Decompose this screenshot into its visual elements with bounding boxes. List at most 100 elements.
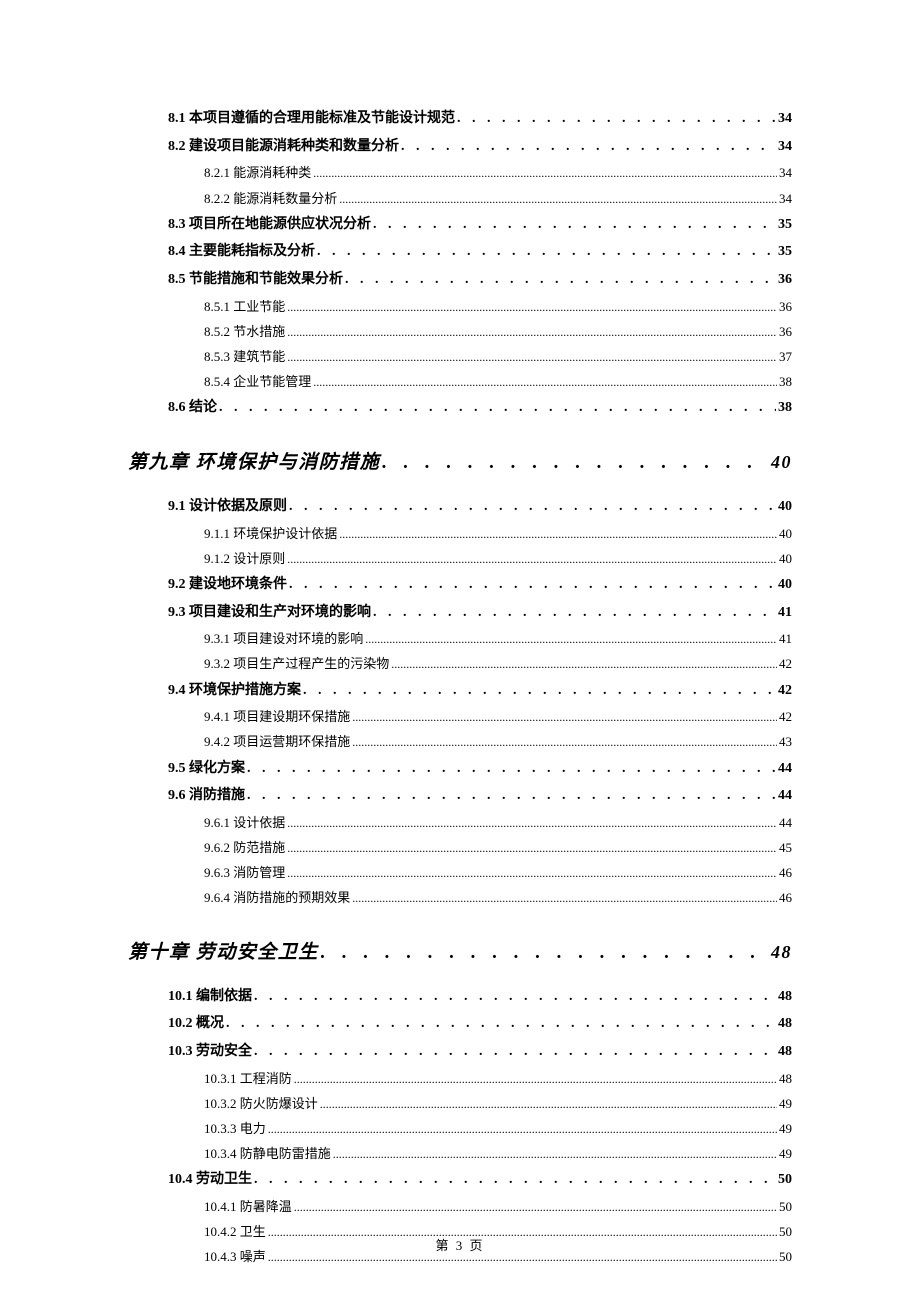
- toc-page-number: 48: [778, 1013, 792, 1035]
- toc-label: 9.2 建设地环境条件: [168, 574, 287, 596]
- toc-leader-dots: ........................................…: [333, 1145, 777, 1164]
- toc-leader-dots: ........................................…: [294, 1070, 777, 1089]
- toc-entry-section: 10.1 编制依据. . . . . . . . . . . . . . . .…: [168, 986, 792, 1008]
- toc-page-number: 50: [778, 1169, 792, 1191]
- toc-entry-chapter: 第十章 劳动安全卫生. . . . . . . . . . . . . . . …: [128, 937, 792, 964]
- toc-leader-dots: ........................................…: [339, 190, 777, 209]
- toc-entry-chapter: 第九章 环境保护与消防措施. . . . . . . . . . . . . .…: [128, 447, 792, 474]
- toc-entry-subsection: 9.4.1 项目建设期环保措施.........................…: [204, 707, 792, 727]
- toc-entry-section: 9.6 消防措施. . . . . . . . . . . . . . . . …: [168, 785, 792, 807]
- toc-page-number: 40: [771, 452, 792, 473]
- toc-label: 8.5.1 工业节能: [204, 297, 285, 317]
- toc-entry-subsection: 8.2.2 能源消耗数量分析..........................…: [204, 189, 792, 209]
- toc-entry-subsection: 9.6.4 消防措施的预期效果.........................…: [204, 888, 792, 908]
- toc-entry-section: 10.4 劳动卫生. . . . . . . . . . . . . . . .…: [168, 1169, 792, 1191]
- toc-label: 8.5 节能措施和节能效果分析: [168, 269, 343, 291]
- toc-page-number: 46: [779, 863, 792, 883]
- toc-entry-section: 9.5 绿化方案. . . . . . . . . . . . . . . . …: [168, 758, 792, 780]
- toc-page-number: 48: [778, 986, 792, 1008]
- toc-page-number: 40: [778, 574, 792, 596]
- toc-leader-dots: ........................................…: [287, 323, 777, 342]
- toc-entry-subsection: 9.1.1 环境保护设计依据..........................…: [204, 524, 792, 544]
- toc-page-number: 49: [779, 1119, 792, 1139]
- toc-leader-dots: ........................................…: [352, 708, 777, 727]
- toc-entry-section: 9.3 项目建设和生产对环境的影响. . . . . . . . . . . .…: [168, 602, 792, 624]
- toc-leader-dots: ........................................…: [287, 814, 777, 833]
- toc-entry-section: 8.2 建设项目能源消耗种类和数量分析. . . . . . . . . . .…: [168, 136, 792, 158]
- toc-page-number: 48: [779, 1069, 792, 1089]
- toc-entry-section: 9.2 建设地环境条件. . . . . . . . . . . . . . .…: [168, 574, 792, 596]
- toc-label: 9.6.2 防范措施: [204, 838, 285, 858]
- toc-leader-dots: . . . . . . . . . . . . . . . . . . . . …: [401, 136, 776, 158]
- toc-entry-subsection: 9.6.1 设计依据..............................…: [204, 813, 792, 833]
- toc-leader-dots: . . . . . . . . . . . . . . . . . . . . …: [254, 986, 776, 1008]
- toc-page-number: 48: [771, 942, 792, 963]
- toc-leader-dots: . . . . . . . . . . . . . . . . . . . . …: [382, 452, 769, 474]
- toc-label: 8.3 项目所在地能源供应状况分析: [168, 214, 371, 236]
- toc-entry-section: 8.5 节能措施和节能效果分析. . . . . . . . . . . . .…: [168, 269, 792, 291]
- toc-leader-dots: ........................................…: [339, 525, 777, 544]
- toc-leader-dots: ........................................…: [287, 839, 777, 858]
- toc-leader-dots: ........................................…: [268, 1120, 777, 1139]
- toc-page-number: 44: [779, 813, 792, 833]
- toc-label: 8.5.2 节水措施: [204, 322, 285, 342]
- toc-page-number: 37: [779, 347, 792, 367]
- toc-leader-dots: ........................................…: [287, 298, 777, 317]
- toc-leader-dots: . . . . . . . . . . . . . . . . . . . . …: [254, 1169, 776, 1191]
- page-footer: 第 3 页: [0, 1235, 920, 1254]
- toc-entry-subsection: 8.2.1 能源消耗种类............................…: [204, 163, 792, 183]
- toc-label: 10.4.1 防暑降温: [204, 1197, 292, 1217]
- toc-entry-section: 8.1 本项目遵循的合理用能标准及节能设计规范. . . . . . . . .…: [168, 108, 792, 130]
- toc-page-number: 36: [779, 297, 792, 317]
- toc-label: 10.3.2 防火防爆设计: [204, 1094, 318, 1114]
- toc-entry-section: 10.3 劳动安全. . . . . . . . . . . . . . . .…: [168, 1041, 792, 1063]
- toc-leader-dots: . . . . . . . . . . . . . . . . . . . . …: [247, 785, 776, 807]
- toc-page-number: 42: [778, 680, 792, 702]
- toc-entry-section: 8.3 项目所在地能源供应状况分析. . . . . . . . . . . .…: [168, 214, 792, 236]
- toc-entry-subsection: 10.3.1 工程消防.............................…: [204, 1069, 792, 1089]
- toc-page-number: 40: [779, 549, 792, 569]
- toc-entry-section: 8.4 主要能耗指标及分析. . . . . . . . . . . . . .…: [168, 241, 792, 263]
- toc-leader-dots: ........................................…: [365, 630, 777, 649]
- toc-entry-subsection: 10.4.1 防暑降温.............................…: [204, 1197, 792, 1217]
- toc-label: 9.4.1 项目建设期环保措施: [204, 707, 350, 727]
- toc-entry-section: 8.6 结论. . . . . . . . . . . . . . . . . …: [168, 397, 792, 419]
- toc-leader-dots: . . . . . . . . . . . . . . . . . . . . …: [247, 758, 776, 780]
- toc-leader-dots: ........................................…: [287, 864, 777, 883]
- toc-label: 10.3.3 电力: [204, 1119, 266, 1139]
- toc-leader-dots: ........................................…: [294, 1198, 777, 1217]
- toc-entry-subsection: 10.3.3 电力...............................…: [204, 1119, 792, 1139]
- toc-entry-subsection: 9.3.2 项目生产过程产生的污染物......................…: [204, 654, 792, 674]
- toc-leader-dots: ........................................…: [320, 1095, 777, 1114]
- toc-entry-subsection: 9.6.2 防范措施..............................…: [204, 838, 792, 858]
- toc-leader-dots: . . . . . . . . . . . . . . . . . . . . …: [373, 214, 776, 236]
- toc-entry-subsection: 8.5.3 建筑节能..............................…: [204, 347, 792, 367]
- toc-leader-dots: . . . . . . . . . . . . . . . . . . . . …: [373, 602, 776, 624]
- toc-leader-dots: . . . . . . . . . . . . . . . . . . . . …: [345, 269, 776, 291]
- toc-leader-dots: . . . . . . . . . . . . . . . . . . . . …: [226, 1013, 776, 1035]
- toc-label: 9.1.1 环境保护设计依据: [204, 524, 337, 544]
- toc-page-number: 36: [778, 269, 792, 291]
- toc-page-number: 44: [778, 785, 792, 807]
- toc-entry-subsection: 9.6.3 消防管理..............................…: [204, 863, 792, 883]
- toc-leader-dots: . . . . . . . . . . . . . . . . . . . . …: [457, 108, 776, 130]
- toc-label: 8.6 结论: [168, 397, 217, 419]
- toc-entry-subsection: 8.5.1 工业节能..............................…: [204, 297, 792, 317]
- toc-label: 9.1.2 设计原则: [204, 549, 285, 569]
- toc-leader-dots: . . . . . . . . . . . . . . . . . . . . …: [321, 942, 769, 964]
- toc-page-number: 34: [778, 108, 792, 130]
- toc-page-number: 45: [779, 838, 792, 858]
- toc-label: 8.4 主要能耗指标及分析: [168, 241, 315, 263]
- toc-page-number: 40: [778, 496, 792, 518]
- toc-page-number: 50: [779, 1197, 792, 1217]
- toc-page-number: 34: [779, 189, 792, 209]
- toc-page-number: 41: [778, 602, 792, 624]
- toc-label: 第十章 劳动安全卫生: [128, 937, 319, 964]
- toc-label: 10.1 编制依据: [168, 986, 252, 1008]
- toc-label: 8.5.3 建筑节能: [204, 347, 285, 367]
- toc-container: 8.1 本项目遵循的合理用能标准及节能设计规范. . . . . . . . .…: [128, 108, 792, 1267]
- toc-page-number: 38: [778, 397, 792, 419]
- toc-leader-dots: . . . . . . . . . . . . . . . . . . . . …: [303, 680, 776, 702]
- toc-label: 9.3 项目建设和生产对环境的影响: [168, 602, 371, 624]
- toc-label: 9.5 绿化方案: [168, 758, 245, 780]
